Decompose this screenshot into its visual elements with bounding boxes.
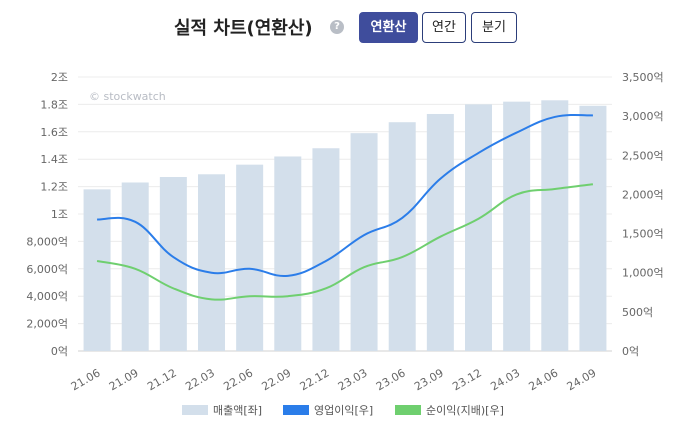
revenue-bar: [236, 164, 264, 351]
left-tick-label: 1.2조: [40, 181, 68, 194]
revenue-bars: [83, 100, 607, 352]
revenue-bar: [198, 174, 225, 351]
x-axis-ticks: 21.06 21.09 21.12 22.03 22.06 22.09 22.12 23.03…: [69, 366, 599, 393]
revenue-bar: [465, 104, 492, 352]
right-tick-label: 2,500억: [622, 149, 664, 162]
revenue-bar: [159, 177, 187, 351]
right-tick-label: 3,500억: [622, 71, 664, 84]
legend-swatch: [283, 405, 309, 415]
left-axis-ticks: 0억 2,000억 4,000억 6,000억 8,000억 1조 1.2조 1.4조 1.6조…: [26, 71, 68, 358]
left-tick-label: 0억: [51, 345, 68, 358]
left-tick-label: 4,000억: [26, 290, 68, 303]
revenue-bar: [350, 133, 378, 351]
x-tick-label: 24.09: [565, 366, 599, 393]
x-tick-label: 24.03: [488, 366, 522, 393]
left-tick-label: 1.4조: [40, 153, 68, 166]
revenue-bar: [388, 122, 416, 352]
right-tick-label: 1,500억: [622, 228, 664, 241]
revenue-bar: [83, 189, 111, 351]
x-tick-label: 24.06: [527, 366, 561, 393]
chart-grid: [78, 76, 612, 352]
revenue-bar: [503, 101, 531, 351]
x-tick-label: 23.06: [374, 366, 408, 393]
revenue-bar: [541, 100, 569, 351]
legend-label: 매출액[좌]: [213, 404, 262, 417]
x-tick-label: 22.06: [221, 366, 255, 393]
quarterly-button[interactable]: 분기: [471, 12, 517, 43]
chart-header: 실적 차트(연환산) ? 연환산 연간 분기: [0, 0, 687, 60]
x-tick-label: 21.12: [145, 366, 179, 393]
x-tick-label: 21.09: [107, 366, 141, 393]
legend-label: 영업이익[우]: [314, 404, 373, 417]
annualized-button[interactable]: 연환산: [359, 12, 418, 43]
left-tick-label: 2조: [51, 71, 68, 84]
left-tick-label: 8,000억: [26, 235, 68, 248]
x-tick-label: 22.12: [298, 366, 332, 393]
revenue-bar: [312, 148, 340, 351]
left-tick-label: 6,000억: [26, 263, 68, 276]
net-income-line: [96, 183, 594, 301]
legend-swatch: [182, 405, 208, 415]
chart-legend: 매출액[좌] 영업이익[우] 순이익(지배)[우]: [182, 404, 504, 417]
revenue-bar: [274, 156, 302, 351]
left-tick-label: 2,000억: [26, 318, 68, 331]
question-circle-icon[interactable]: ?: [330, 20, 344, 34]
right-tick-label: 3,000억: [622, 110, 664, 123]
right-tick-label: 0억: [622, 345, 639, 358]
right-tick-label: 2,000억: [622, 188, 664, 201]
left-tick-label: 1조: [51, 208, 68, 221]
x-tick-label: 21.06: [69, 366, 103, 393]
chart-title: 실적 차트(연환산): [174, 18, 313, 39]
right-axis-ticks: 0억 500억 1,000억 1,500억 2,000억 2,500억 3,000억 3,50…: [622, 71, 664, 358]
x-tick-label: 22.09: [260, 366, 294, 393]
left-tick-label: 1.6조: [40, 126, 68, 139]
revenue-bar: [579, 105, 607, 351]
performance-chart: 0억 2,000억 4,000억 6,000억 8,000억 1조 1.2조 1.4조 1.6조…: [26, 71, 664, 417]
x-tick-label: 23.03: [336, 366, 370, 393]
legend-swatch: [395, 405, 421, 415]
left-tick-label: 1.8조: [40, 98, 68, 111]
yearly-button[interactable]: 연간: [422, 12, 466, 43]
x-tick-label: 23.12: [450, 366, 484, 393]
legend-label: 순이익(지배)[우]: [426, 404, 504, 417]
watermark-text: © stockwatch: [89, 90, 166, 103]
operating-profit-line: [97, 113, 593, 278]
right-tick-label: 500억: [622, 306, 653, 319]
profit-lines: [96, 113, 594, 301]
x-tick-label: 23.09: [412, 366, 446, 393]
right-tick-label: 1,000억: [622, 267, 664, 280]
x-tick-label: 22.03: [183, 366, 217, 393]
